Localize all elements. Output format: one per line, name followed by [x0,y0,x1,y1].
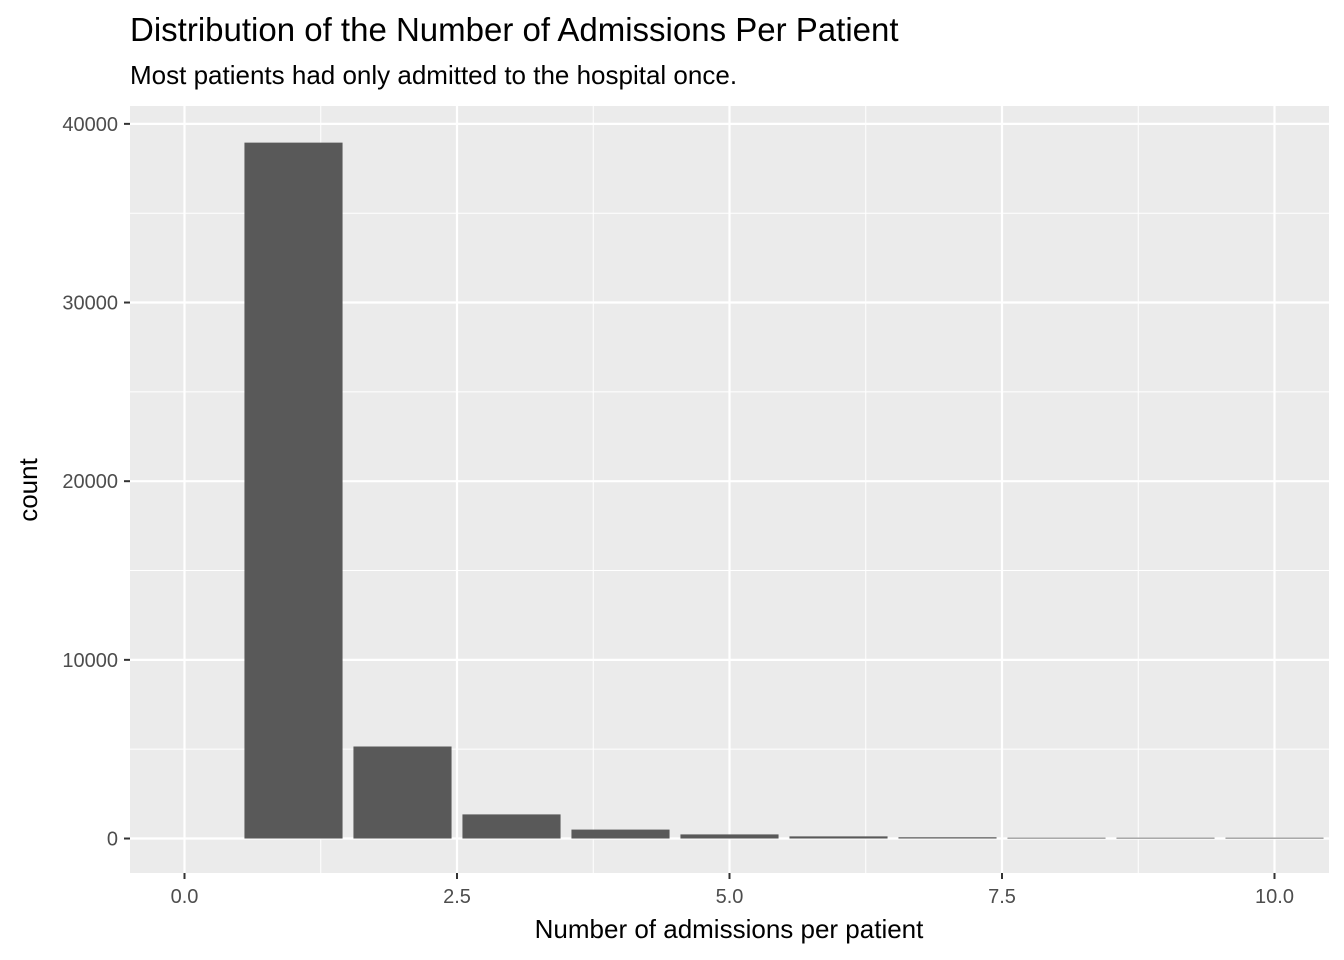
bar [1007,837,1106,839]
bar [462,814,561,839]
x-tick-label: 2.5 [443,886,471,908]
y-tick-label: 20000 [62,471,118,493]
y-tick-labels: 0 10000 20000 30000 40000 [62,114,118,851]
x-tick-label: 0.0 [171,886,199,908]
bars [244,142,1324,839]
bar [789,836,888,839]
chart-title: Distribution of the Number of Admissions… [130,11,899,48]
bar [244,142,343,839]
x-tick-label: 10.0 [1255,886,1294,908]
y-axis-title: count [13,457,43,521]
y-tick-label: 10000 [62,650,118,672]
chart-subtitle: Most patients had only admitted to the h… [130,60,737,90]
x-tick-labels: 0.0 2.5 5.0 7.5 10.0 [171,886,1294,908]
y-tick-label: 40000 [62,114,118,136]
bar [1225,837,1324,839]
bar [353,746,452,839]
y-tick-label: 30000 [62,293,118,315]
x-tick-label: 5.0 [716,886,744,908]
bar [1116,837,1215,839]
bar [898,837,997,839]
x-tick-label: 7.5 [988,886,1016,908]
bar [571,829,670,839]
bar [680,834,779,839]
x-axis-title: Number of admissions per patient [535,914,925,944]
y-tick-label: 0 [107,829,118,851]
axis-ticks [124,122,1276,879]
